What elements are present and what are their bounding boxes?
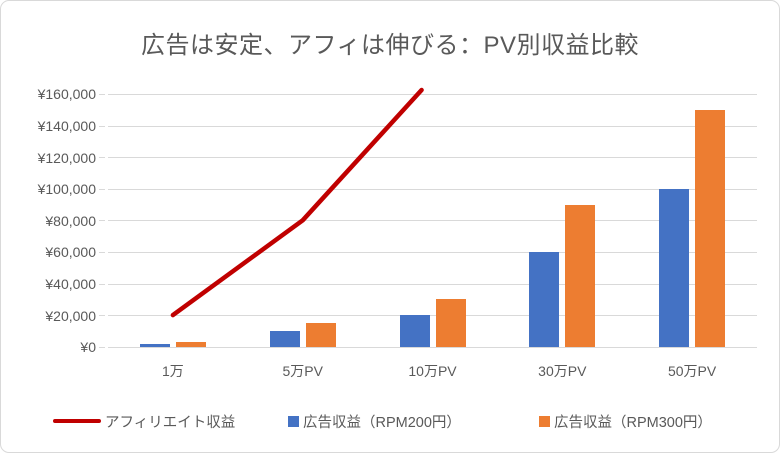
- y-tick-label: ¥100,000: [37, 181, 96, 198]
- y-tick-label: ¥60,000: [45, 244, 96, 261]
- y-axis-tick: [99, 125, 105, 127]
- bar-rpm300-10万PV: [435, 299, 466, 347]
- gridline: [108, 157, 757, 159]
- bar-rpm200-50万PV: [659, 188, 690, 347]
- y-axis-tick: [99, 346, 105, 348]
- bar-rpm300-30万PV: [565, 204, 596, 347]
- legend-item-rpm300: 広告収益（RPM300円）: [539, 412, 712, 431]
- affiliate-revenue-line: [170, 87, 424, 318]
- y-tick-label: ¥20,000: [45, 307, 96, 324]
- y-tick-label: ¥120,000: [37, 149, 96, 166]
- legend-label-rpm300: 広告収益（RPM300円）: [554, 414, 712, 431]
- x-category-label: 1万: [161, 363, 184, 379]
- line-series-marker: [53, 418, 101, 424]
- bar-rpm200-5万PV: [269, 330, 300, 347]
- orange-bar-series-marker: [539, 415, 550, 427]
- y-tick-label: ¥40,000: [45, 276, 96, 292]
- bar-rpm200-10万PV: [399, 315, 430, 347]
- legend-label-affiliate: アフィリエイト収益: [105, 414, 236, 431]
- y-tick-label: ¥80,000: [45, 212, 96, 229]
- y-axis-tick: [99, 220, 105, 222]
- x-category-label: 5万PV: [282, 363, 323, 379]
- bar-rpm300-5万PV: [305, 323, 336, 347]
- y-tick-label: ¥140,000: [37, 118, 96, 134]
- y-axis-tick: [99, 93, 105, 95]
- y-tick-label: ¥0: [80, 339, 96, 356]
- bar-rpm200-1万: [139, 343, 170, 347]
- legend-label-rpm200: 広告収益（RPM200円）: [303, 414, 461, 431]
- bar-rpm300-1万: [175, 341, 206, 347]
- blue-bar-series-marker: [288, 415, 299, 427]
- x-category-label: 10万PV: [408, 363, 457, 379]
- gridline: [108, 251, 757, 253]
- gridline: [108, 220, 757, 222]
- gridline: [108, 346, 757, 348]
- bar-rpm300-50万PV: [695, 109, 726, 347]
- legend-item-affiliate: アフィリエイト収益: [53, 412, 236, 431]
- y-axis-tick: [99, 157, 105, 159]
- y-axis-tick: [99, 283, 105, 285]
- legend-item-rpm200: 広告収益（RPM200円）: [288, 412, 461, 431]
- y-axis-tick: [99, 188, 105, 190]
- y-axis-tick: [99, 251, 105, 253]
- y-tick-label: ¥160,000: [37, 86, 96, 103]
- gridline: [108, 93, 757, 95]
- gridline: [108, 188, 757, 190]
- y-axis-tick: [99, 315, 105, 317]
- gridline: [108, 125, 757, 127]
- chart-title: 広告は安定、アフィは伸びる：PV別収益比較: [140, 32, 640, 59]
- gridline: [108, 315, 757, 317]
- x-category-label: 50万PV: [667, 363, 717, 379]
- gridline: [108, 283, 757, 285]
- x-category-label: 30万PV: [538, 363, 587, 379]
- bar-rpm200-30万PV: [529, 251, 560, 347]
